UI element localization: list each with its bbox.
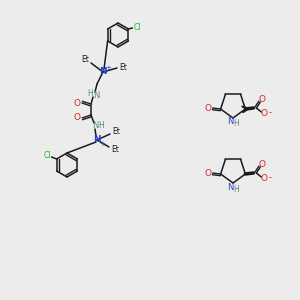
Text: -: -	[269, 173, 272, 182]
Text: +: +	[105, 65, 111, 71]
Text: O: O	[204, 169, 211, 178]
Text: O: O	[259, 160, 266, 169]
Text: H: H	[87, 89, 93, 98]
Text: H: H	[233, 119, 239, 128]
Text: N: N	[93, 91, 99, 100]
Text: N: N	[227, 182, 233, 191]
Text: Et: Et	[111, 146, 119, 154]
Text: N: N	[99, 68, 107, 76]
Text: N: N	[92, 121, 98, 130]
Text: Et: Et	[119, 62, 127, 71]
Text: Et: Et	[81, 56, 89, 64]
Text: +: +	[99, 141, 105, 147]
Text: N: N	[227, 118, 233, 127]
Text: N: N	[93, 136, 101, 145]
Text: H: H	[98, 121, 104, 130]
Text: Cl: Cl	[44, 152, 51, 160]
Text: O: O	[261, 173, 268, 182]
Text: O: O	[74, 113, 80, 122]
Text: O: O	[259, 94, 266, 103]
Text: H: H	[233, 184, 239, 194]
Text: O: O	[261, 109, 268, 118]
Text: O: O	[204, 103, 211, 112]
Text: Cl: Cl	[134, 23, 141, 32]
Text: O: O	[74, 98, 80, 107]
Text: Et: Et	[112, 128, 120, 136]
Text: -: -	[269, 109, 272, 118]
